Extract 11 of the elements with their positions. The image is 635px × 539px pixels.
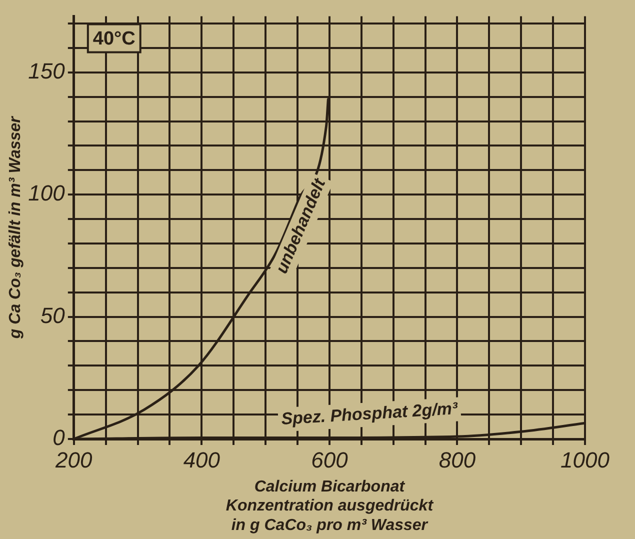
series-label: Spez. Phosphat 2g/m³ [280,398,460,429]
y-axis-title: g Ca Co₃ gefällt in m³ Wasser [7,116,24,340]
x-tick-label: 600 [311,447,349,472]
annotation: 40°C [92,28,136,50]
x-tick-label: 400 [183,447,221,472]
y-tick-label: 50 [40,302,66,328]
y-tick-label: 100 [28,180,66,206]
x-tick-label: 1000 [560,447,610,472]
x-tick-label: 800 [438,447,476,472]
y-tick-label: 150 [28,58,66,84]
x-axis-title: Calcium Bicarbonat Konzentration ausgedrückt in g CaCo₃ pro m³ Wasser [226,478,434,534]
